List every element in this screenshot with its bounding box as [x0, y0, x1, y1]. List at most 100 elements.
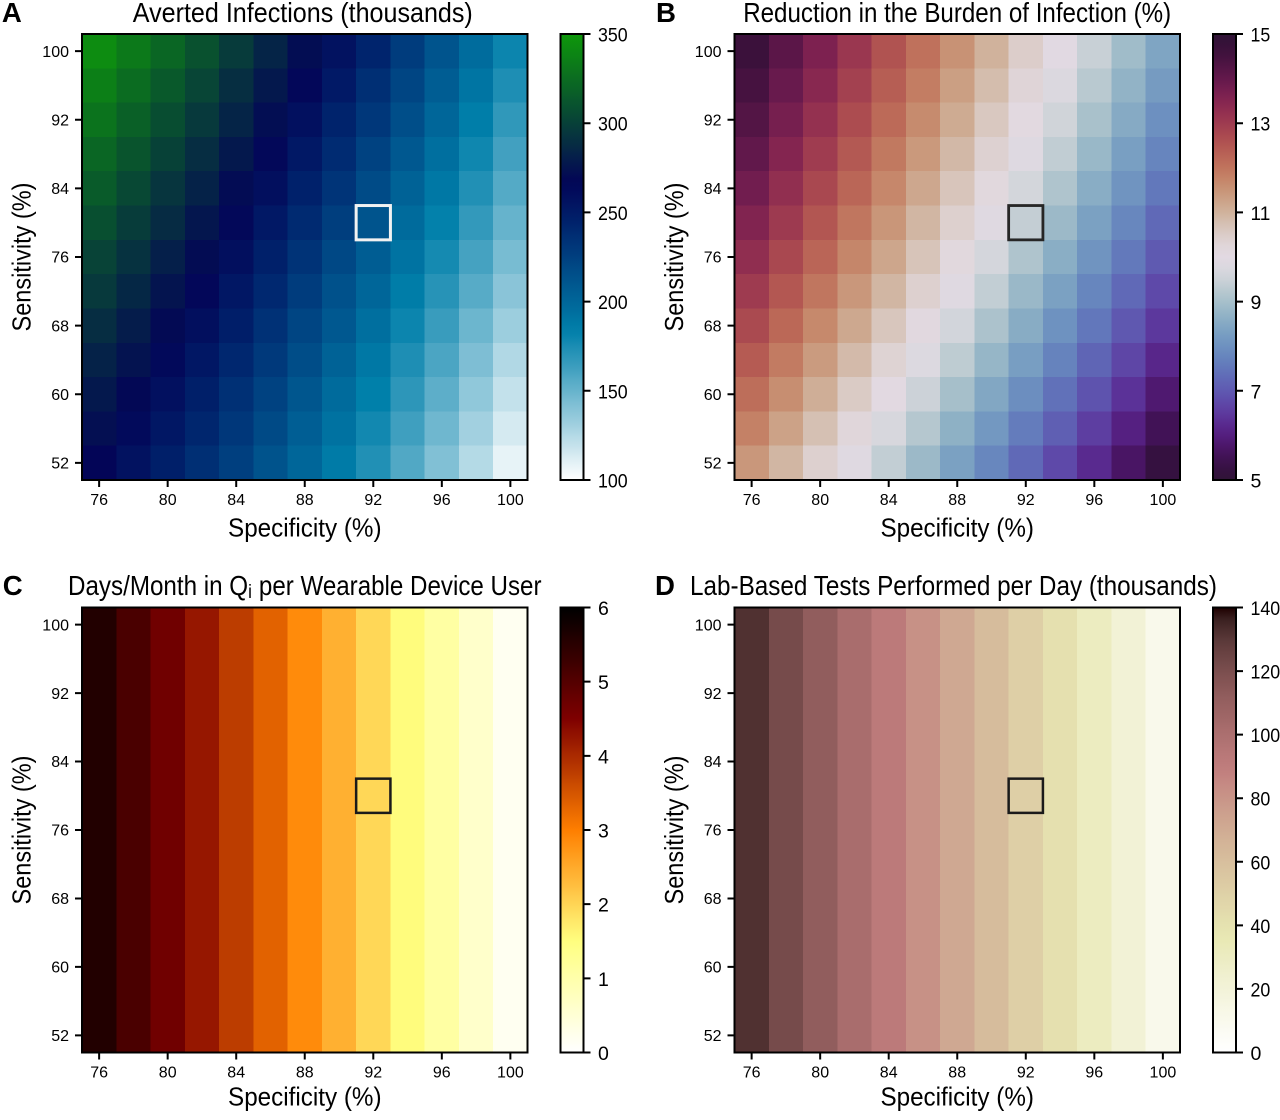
svg-text:80: 80 — [811, 492, 829, 509]
svg-text:52: 52 — [704, 1028, 722, 1045]
svg-text:100: 100 — [598, 471, 628, 493]
svg-text:5: 5 — [598, 672, 609, 694]
svg-text:100: 100 — [1251, 725, 1280, 747]
svg-text:88: 88 — [948, 1064, 966, 1081]
svg-text:80: 80 — [811, 1064, 829, 1081]
svg-text:40: 40 — [1251, 916, 1271, 938]
svg-text:B: B — [656, 0, 676, 28]
svg-text:Sensitivity (%): Sensitivity (%) — [659, 756, 689, 905]
svg-text:3: 3 — [598, 821, 609, 843]
svg-text:68: 68 — [51, 891, 69, 908]
svg-text:350: 350 — [598, 25, 628, 47]
svg-text:76: 76 — [704, 250, 722, 267]
svg-text:100: 100 — [695, 617, 722, 634]
svg-text:84: 84 — [51, 754, 69, 771]
svg-text:140: 140 — [1251, 598, 1280, 620]
svg-text:250: 250 — [598, 203, 628, 225]
svg-text:76: 76 — [51, 823, 69, 840]
svg-text:84: 84 — [880, 492, 898, 509]
svg-text:84: 84 — [704, 754, 722, 771]
svg-text:100: 100 — [42, 617, 69, 634]
svg-text:100: 100 — [497, 492, 524, 509]
svg-text:88: 88 — [296, 492, 314, 509]
svg-text:60: 60 — [1251, 852, 1271, 874]
svg-text:Specificity (%): Specificity (%) — [228, 513, 382, 543]
svg-text:20: 20 — [1251, 979, 1271, 1001]
svg-text:Sensitivity (%): Sensitivity (%) — [6, 756, 36, 905]
svg-text:0: 0 — [1251, 1043, 1262, 1065]
svg-text:i: i — [248, 581, 252, 603]
svg-text:60: 60 — [704, 387, 722, 404]
svg-text:15: 15 — [1251, 25, 1271, 47]
svg-text:Specificity (%): Specificity (%) — [880, 513, 1034, 543]
svg-text:88: 88 — [296, 1064, 314, 1081]
svg-text:D: D — [655, 570, 675, 601]
svg-text:96: 96 — [1085, 492, 1103, 509]
svg-text:80: 80 — [1251, 789, 1271, 811]
svg-text:68: 68 — [704, 318, 722, 335]
svg-text:96: 96 — [433, 1064, 451, 1081]
svg-text:52: 52 — [51, 1028, 69, 1045]
svg-text:76: 76 — [90, 1064, 108, 1081]
svg-text:0: 0 — [598, 1043, 609, 1065]
svg-text:A: A — [2, 0, 22, 28]
svg-text:13: 13 — [1251, 114, 1271, 136]
svg-text:84: 84 — [704, 181, 722, 198]
svg-text:92: 92 — [51, 113, 69, 130]
svg-text:Sensitivity (%): Sensitivity (%) — [6, 183, 36, 332]
svg-text:Reduction in the Burden of Inf: Reduction in the Burden of Infection (%) — [743, 0, 1171, 28]
svg-text:100: 100 — [42, 44, 69, 61]
svg-text:92: 92 — [1017, 1064, 1035, 1081]
svg-text:84: 84 — [227, 1064, 245, 1081]
svg-text:60: 60 — [704, 960, 722, 977]
svg-text:Sensitivity (%): Sensitivity (%) — [659, 183, 689, 332]
svg-text:76: 76 — [743, 1064, 761, 1081]
svg-text:11: 11 — [1251, 203, 1271, 225]
svg-text:92: 92 — [704, 113, 722, 130]
svg-text:76: 76 — [704, 823, 722, 840]
svg-text:76: 76 — [90, 492, 108, 509]
svg-text:60: 60 — [51, 387, 69, 404]
svg-text:92: 92 — [704, 686, 722, 703]
svg-text:300: 300 — [598, 114, 628, 136]
svg-text:Specificity (%): Specificity (%) — [880, 1082, 1034, 1112]
svg-text:52: 52 — [704, 456, 722, 473]
svg-text:92: 92 — [51, 686, 69, 703]
svg-text:120: 120 — [1251, 662, 1280, 684]
svg-text:68: 68 — [704, 891, 722, 908]
svg-text:Days/Month in Q: Days/Month in Q — [68, 570, 248, 601]
svg-text:100: 100 — [1150, 1064, 1177, 1081]
svg-text:52: 52 — [51, 456, 69, 473]
svg-text:68: 68 — [51, 318, 69, 335]
svg-text:5: 5 — [1251, 471, 1262, 493]
svg-text:84: 84 — [227, 492, 245, 509]
svg-text:100: 100 — [1150, 492, 1177, 509]
svg-text:C: C — [3, 570, 23, 601]
svg-text:84: 84 — [880, 1064, 898, 1081]
svg-text:60: 60 — [51, 960, 69, 977]
svg-text:96: 96 — [433, 492, 451, 509]
svg-text:6: 6 — [598, 598, 609, 620]
svg-text:150: 150 — [598, 381, 628, 403]
svg-text:84: 84 — [51, 181, 69, 198]
svg-text:2: 2 — [598, 895, 609, 917]
svg-text:7: 7 — [1251, 381, 1262, 403]
svg-text:88: 88 — [948, 492, 966, 509]
svg-text:92: 92 — [1017, 492, 1035, 509]
svg-text:76: 76 — [51, 250, 69, 267]
svg-text:100: 100 — [497, 1064, 524, 1081]
svg-text:76: 76 — [743, 492, 761, 509]
svg-text:96: 96 — [1085, 1064, 1103, 1081]
svg-text:1: 1 — [598, 969, 609, 991]
svg-text:100: 100 — [695, 44, 722, 61]
svg-text:9: 9 — [1251, 292, 1262, 314]
svg-text:4: 4 — [598, 746, 609, 768]
svg-text:80: 80 — [159, 1064, 177, 1081]
svg-text:92: 92 — [364, 492, 382, 509]
svg-text:80: 80 — [159, 492, 177, 509]
svg-text:per Wearable Device User: per Wearable Device User — [259, 570, 542, 601]
svg-text:Lab-Based Tests Performed per: Lab-Based Tests Performed per Day (thous… — [690, 570, 1217, 601]
svg-text:92: 92 — [364, 1064, 382, 1081]
svg-text:Specificity (%): Specificity (%) — [228, 1082, 382, 1112]
svg-text:200: 200 — [598, 292, 628, 314]
